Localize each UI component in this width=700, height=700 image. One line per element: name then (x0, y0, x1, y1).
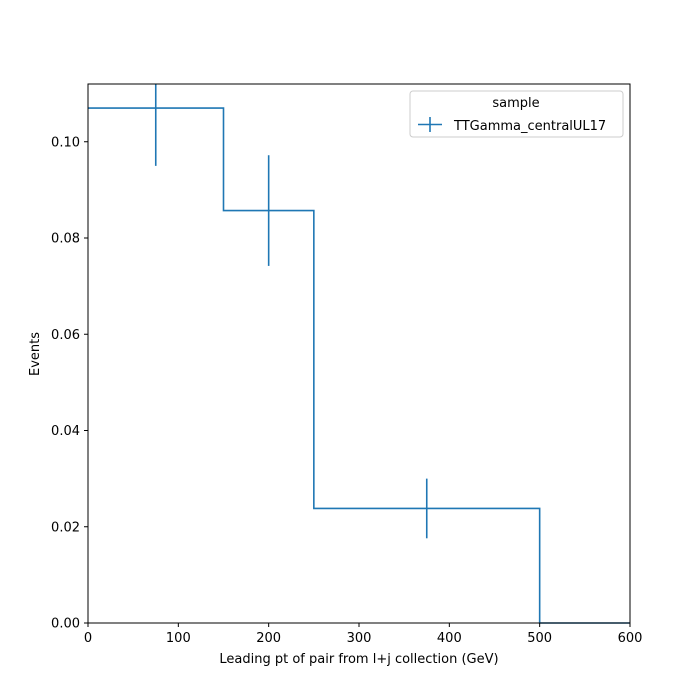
x-tick-label: 500 (527, 631, 552, 646)
x-axis: 0 100 200 300 400 500 600 (84, 623, 643, 646)
legend: sample TTGamma_centralUL17 (409, 90, 624, 138)
x-tick-label: 100 (166, 631, 191, 646)
y-tick-label: 0.04 (51, 424, 80, 439)
y-axis: 0.00 0.02 0.04 0.06 0.08 0.10 (51, 135, 88, 632)
x-tick-label: 200 (256, 631, 281, 646)
x-tick-label: 0 (84, 631, 92, 646)
legend-title: sample (492, 96, 539, 111)
y-axis-label: Events (28, 332, 43, 376)
legend-marker (418, 117, 442, 132)
x-axis-label: Leading pt of pair from l+j collection (… (219, 652, 498, 667)
x-tick-label: 400 (437, 631, 462, 646)
plot-area (88, 84, 630, 623)
legend-label: TTGamma_centralUL17 (453, 119, 606, 134)
y-tick-label: 0.00 (51, 617, 80, 632)
y-tick-label: 0.02 (51, 520, 80, 535)
histogram-step-line (88, 107, 630, 624)
legend-box (409, 90, 624, 138)
x-tick-label: 300 (347, 631, 372, 646)
y-tick-label: 0.08 (51, 232, 80, 247)
x-tick-label: 600 (618, 631, 643, 646)
data-layer (88, 84, 630, 624)
y-tick-label: 0.10 (51, 135, 80, 150)
y-tick-label: 0.06 (51, 328, 80, 343)
